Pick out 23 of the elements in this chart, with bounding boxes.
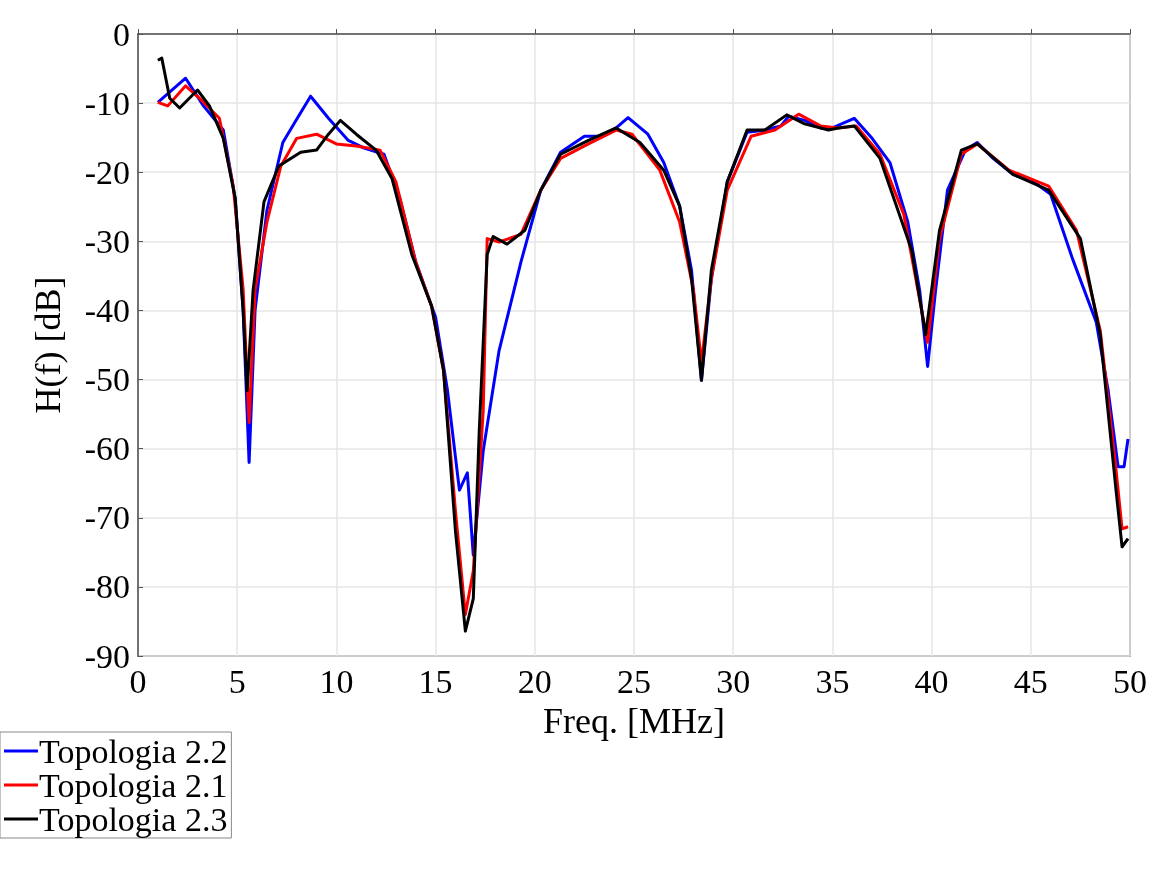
y-tick-label: -30: [84, 222, 130, 260]
x-tick-label: 10: [319, 662, 354, 700]
y-tick-label: -20: [84, 153, 130, 191]
y-tick-label: -40: [84, 291, 130, 329]
y-tick-label: -50: [84, 361, 130, 399]
y-tick-label: -10: [84, 84, 130, 122]
y-tick-label: 0: [113, 15, 130, 53]
y-axis-title: H(f) [dB]: [28, 276, 68, 414]
y-tick-label: -60: [84, 430, 130, 468]
x-tick-label: 5: [228, 662, 246, 700]
x-tick-label: 30: [716, 662, 751, 700]
legend-label: Topologia 2.2: [39, 732, 228, 770]
y-tick-label: -80: [84, 568, 130, 606]
x-tick-label: 35: [815, 662, 850, 700]
x-tick-label: 20: [517, 662, 552, 700]
x-tick-label: 40: [914, 662, 949, 700]
y-tick-label: -70: [84, 499, 130, 537]
x-axis-title: Freq. [MHz]: [543, 700, 725, 741]
x-tick-label: 45: [1013, 662, 1048, 700]
x-tick-label: 15: [418, 662, 453, 700]
x-tick-label: 25: [617, 662, 651, 700]
y-tick-label: -90: [84, 637, 130, 675]
x-tick-label: 50: [1113, 662, 1147, 700]
